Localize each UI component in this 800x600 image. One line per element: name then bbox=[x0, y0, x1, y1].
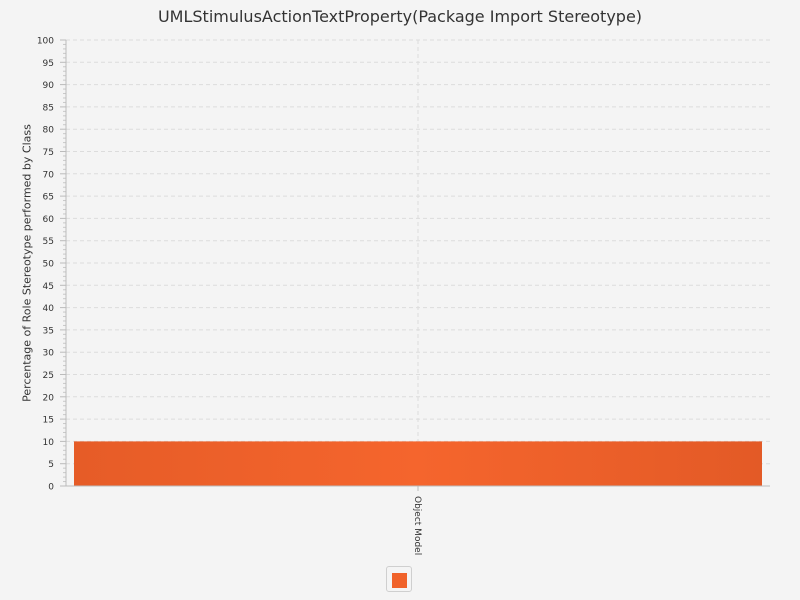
y-tick-label: 20 bbox=[43, 393, 55, 403]
y-tick-label: 75 bbox=[43, 148, 54, 158]
y-tick-label: 35 bbox=[43, 326, 54, 336]
y-tick-label: 85 bbox=[43, 103, 54, 113]
y-tick-label: 100 bbox=[37, 37, 54, 47]
y-tick-label: 25 bbox=[43, 371, 54, 381]
y-tick-label: 0 bbox=[48, 483, 54, 493]
y-tick-label: 45 bbox=[43, 282, 54, 292]
y-tick-label: 65 bbox=[43, 193, 54, 203]
y-tick-label: 95 bbox=[43, 59, 54, 69]
y-tick-label: 90 bbox=[43, 81, 55, 91]
x-tick-label: Object Model bbox=[412, 496, 422, 555]
chart-title: UMLStimulusActionTextProperty(Package Im… bbox=[157, 7, 643, 26]
y-tick-label: 70 bbox=[43, 170, 55, 180]
y-tick-label: 60 bbox=[43, 215, 55, 225]
y-tick-label: 15 bbox=[43, 416, 54, 426]
y-tick-label: 10 bbox=[43, 438, 55, 448]
bar-0 bbox=[74, 441, 762, 486]
y-tick-label: 55 bbox=[43, 237, 54, 247]
legend-swatch bbox=[392, 573, 407, 588]
y-tick-label: 40 bbox=[43, 304, 55, 314]
y-tick-label: 50 bbox=[43, 260, 55, 270]
y-tick-label: 80 bbox=[43, 126, 55, 136]
legend bbox=[386, 566, 412, 592]
y-tick-label: 5 bbox=[48, 460, 54, 470]
y-tick-label: 30 bbox=[43, 349, 55, 359]
